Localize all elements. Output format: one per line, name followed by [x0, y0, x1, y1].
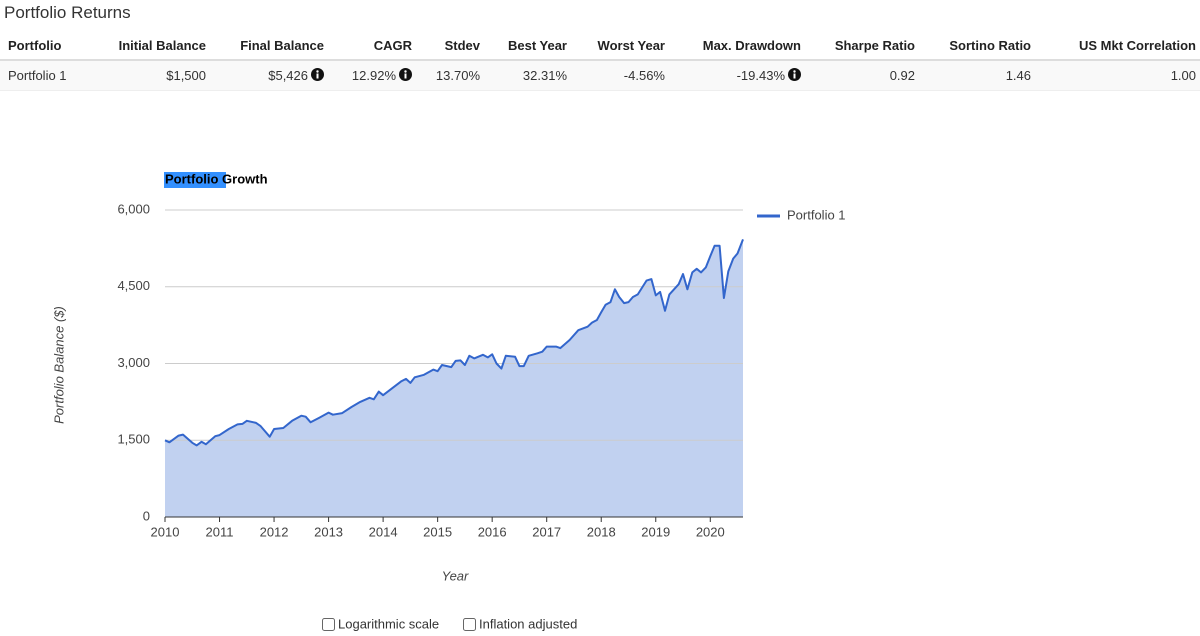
info-icon[interactable] — [311, 68, 324, 81]
x-tick-label: 2014 — [369, 524, 398, 539]
header-cell: Portfolio — [0, 34, 100, 61]
cell: 13.70% — [416, 60, 484, 91]
header-cell: Final Balance — [210, 34, 328, 61]
x-tick-label: 2013 — [314, 524, 343, 539]
cell: $1,500 — [100, 60, 210, 91]
header-cell: Sortino Ratio — [919, 34, 1035, 61]
selection-highlight — [164, 172, 226, 188]
x-tick-label: 2012 — [260, 524, 289, 539]
cell-text: $1,500 — [166, 68, 206, 83]
x-tick-label: 2011 — [206, 524, 234, 539]
header-cell: Worst Year — [571, 34, 669, 61]
cell: Portfolio 1 — [0, 60, 100, 91]
cell-text: 0.92 — [889, 68, 915, 83]
cell-text: -19.43% — [736, 68, 785, 83]
info-icon[interactable] — [788, 68, 801, 81]
y-tick-label: 4,500 — [117, 278, 150, 293]
cell: 32.31% — [484, 60, 571, 91]
x-tick-label: 2017 — [532, 524, 561, 539]
cell: 0.92 — [805, 60, 919, 91]
x-tick-label: 2016 — [478, 524, 507, 539]
x-tick-label: 2010 — [151, 524, 180, 539]
x-tick-label: 2018 — [587, 524, 616, 539]
header-cell: US Mkt Correlation — [1035, 34, 1200, 61]
header-cell: Sharpe Ratio — [805, 34, 919, 61]
cell-text: 1.00 — [1170, 68, 1196, 83]
cell-text: -4.56% — [623, 68, 665, 83]
area — [165, 239, 743, 517]
header-cell: Best Year — [484, 34, 571, 61]
header-cell: Initial Balance — [100, 34, 210, 61]
x-axis-label: Year — [442, 568, 469, 583]
chart-title: Portfolio Growth — [165, 171, 268, 186]
info-icon[interactable] — [399, 68, 412, 81]
returns-table: Portfolio Initial Balance Final Balance … — [0, 34, 1200, 91]
cell: 1.00 — [1035, 60, 1200, 91]
cell-text: 32.31% — [522, 68, 567, 83]
checkbox-label[interactable]: Logarithmic scale — [338, 616, 439, 631]
cell: $5,426 — [210, 60, 328, 91]
cell-text: 12.92% — [351, 68, 396, 83]
data-row: Portfolio 1 $1,500 $5,426 12.92% 13.70% … — [0, 60, 1200, 91]
cell-text: Portfolio 1 — [8, 68, 67, 83]
checkbox-label[interactable]: Inflation adjusted — [479, 616, 577, 631]
x-tick-label: 2020 — [696, 524, 725, 539]
cell-text: $5,426 — [268, 68, 308, 83]
header-cell: Stdev — [416, 34, 484, 61]
header-row: Portfolio Initial Balance Final Balance … — [0, 34, 1200, 61]
cell: -4.56% — [571, 60, 669, 91]
legend-label: Portfolio 1 — [787, 207, 846, 222]
header-cell: Max. Drawdown — [669, 34, 805, 61]
cell: 12.92% — [328, 60, 416, 91]
checkbox[interactable] — [322, 618, 335, 631]
y-tick-label: 6,000 — [117, 201, 150, 216]
cell: -19.43% — [669, 60, 805, 91]
x-tick-label: 2015 — [423, 524, 452, 539]
header-cell: CAGR — [328, 34, 416, 61]
y-tick-label: 1,500 — [117, 432, 150, 447]
checkbox[interactable] — [463, 618, 476, 631]
cell-text: 13.70% — [435, 68, 480, 83]
y-tick-label: 3,000 — [117, 355, 150, 370]
line — [164, 239, 744, 447]
cell: 1.46 — [919, 60, 1035, 91]
y-tick-label: 0 — [143, 508, 150, 523]
x-tick-label: 2019 — [641, 524, 670, 539]
cell-text: 1.46 — [1005, 68, 1031, 83]
page-title: Portfolio Returns — [4, 3, 131, 22]
y-axis-label: Portfolio Balance ($) — [51, 306, 66, 424]
